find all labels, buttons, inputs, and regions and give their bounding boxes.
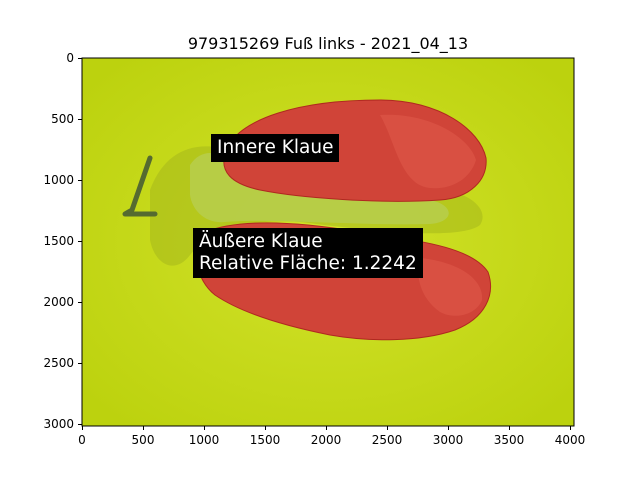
x-tick-label: 500 [131, 433, 155, 447]
x-tick-label: 2500 [371, 433, 403, 447]
inner-claw-highlight [380, 114, 476, 189]
x-tick-label: 4000 [554, 433, 586, 447]
y-tick-label: 500 [51, 112, 74, 126]
y-tick-label: 0 [66, 51, 74, 65]
relative-area-text: Relative Fläche: 1.2242 [199, 253, 417, 274]
outer-claw-label-text: Äußere Klaue [199, 231, 323, 252]
x-tick-label: 1500 [249, 433, 281, 447]
y-ticks [78, 58, 82, 425]
y-tick-label: 1500 [43, 234, 74, 248]
x-ticks [82, 426, 571, 430]
outer-claw-highlight [418, 258, 483, 316]
x-tick-label: 1000 [188, 433, 220, 447]
y-tick-label: 1000 [43, 173, 74, 187]
x-tick-label: 0 [78, 433, 86, 447]
x-tick-label: 2000 [310, 433, 342, 447]
y-tick-label: 2000 [43, 295, 74, 309]
figure-title: 979315269 Fuß links - 2021_04_13 [187, 34, 469, 53]
inner-claw-label-text: Innere Klaue [217, 137, 334, 158]
x-tick-label: 3500 [493, 433, 525, 447]
handwritten-l-mark [122, 155, 158, 217]
outer-claw-label: Äußere Klaue Relative Fläche: 1.2242 [193, 228, 423, 278]
inner-claw-label: Innere Klaue [211, 134, 340, 162]
y-tick-label: 2500 [43, 356, 74, 370]
x-tick-label: 3000 [432, 433, 464, 447]
y-tick-label: 3000 [43, 417, 74, 431]
